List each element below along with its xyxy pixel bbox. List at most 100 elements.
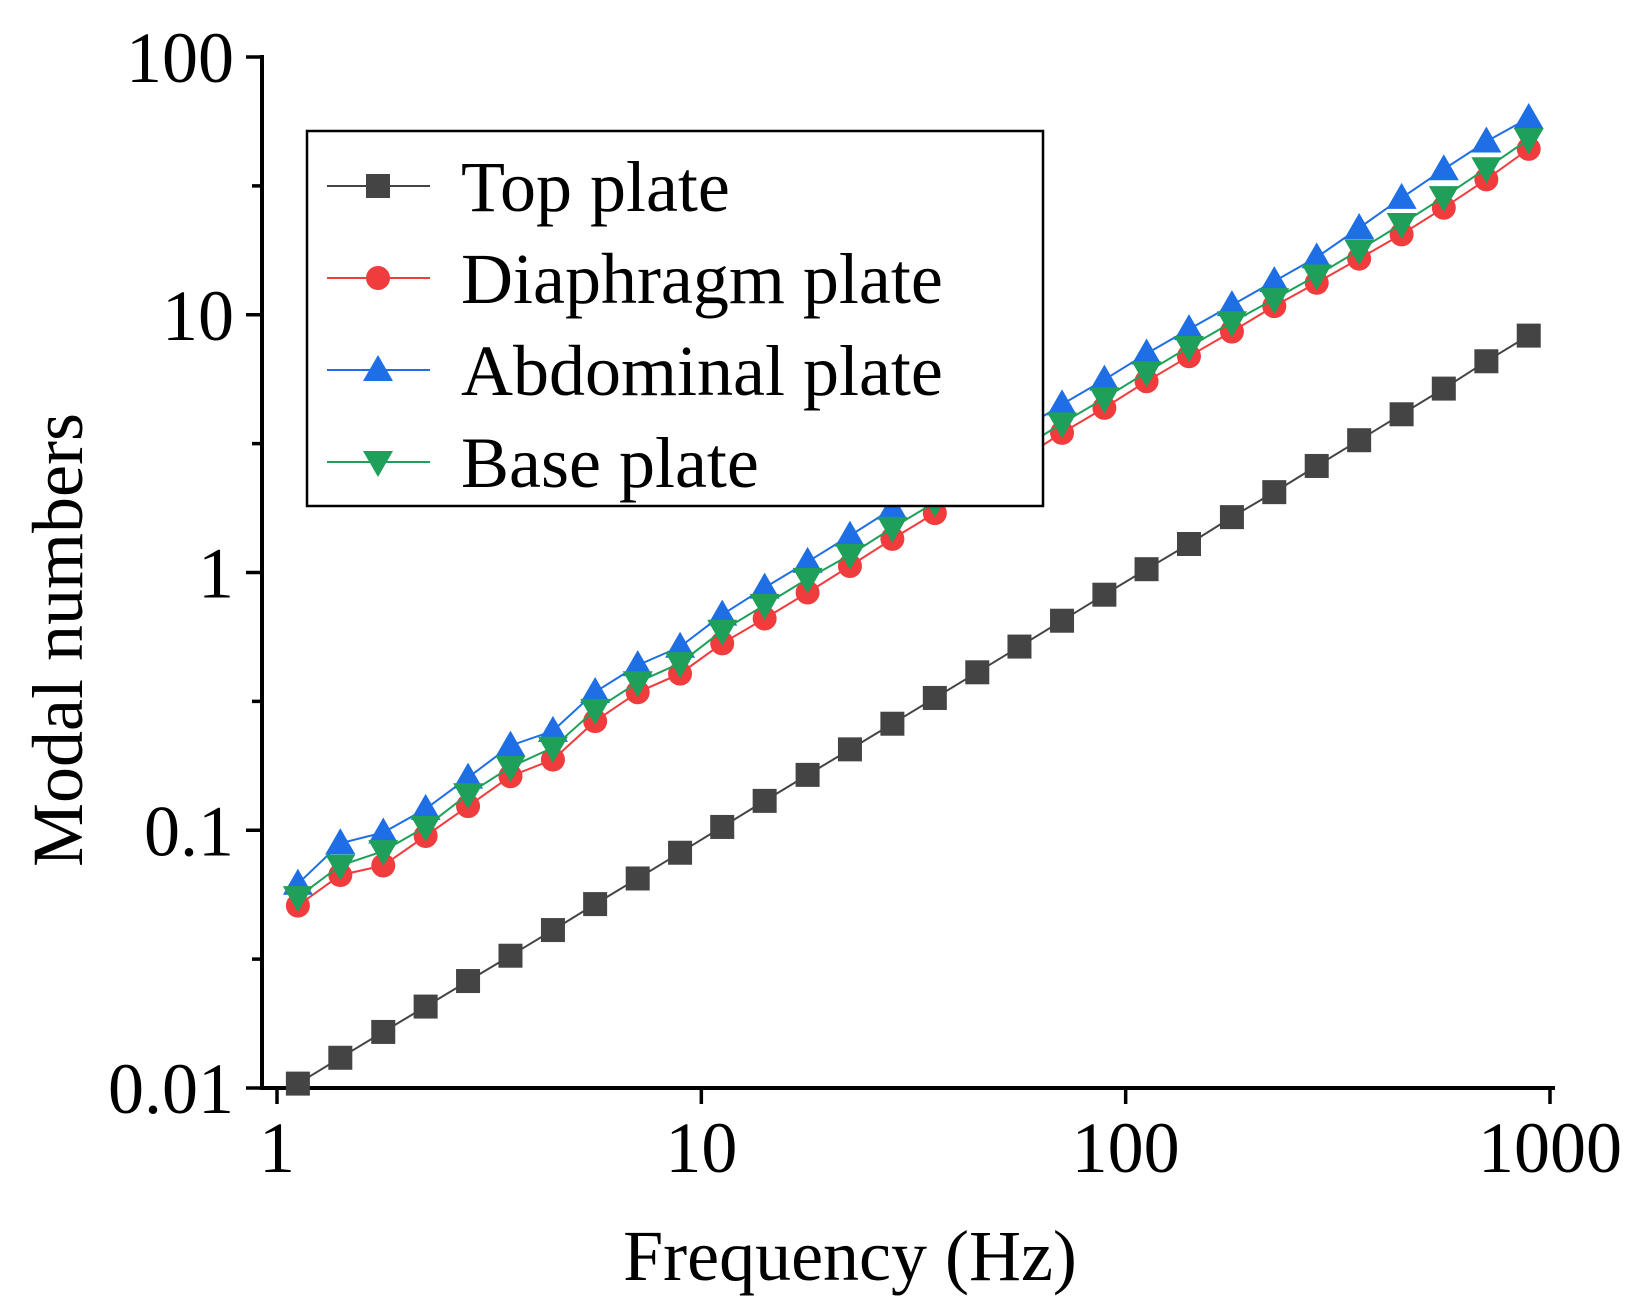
legend-item-base-plate: Base plate — [327, 423, 759, 503]
data-point-base-plate — [453, 783, 484, 810]
data-point-base-plate — [749, 594, 780, 621]
data-point-abdominal-plate — [1259, 266, 1290, 293]
y-tick-label: 100 — [126, 18, 234, 98]
x-tick-label: 100 — [1072, 1108, 1180, 1188]
data-point-base-plate — [495, 755, 526, 782]
data-point-base-plate — [1216, 311, 1247, 338]
data-point-abdominal-plate — [1301, 242, 1332, 269]
data-point-abdominal-plate — [622, 650, 653, 677]
data-point-abdominal-plate — [453, 762, 484, 789]
data-point-top-plate — [837, 737, 862, 762]
legend-label: Top plate — [461, 147, 730, 227]
data-point-abdominal-plate — [325, 828, 356, 855]
legend-item-top-plate: Top plate — [327, 147, 730, 227]
data-point-abdominal-plate — [368, 817, 399, 844]
data-point-base-plate — [410, 815, 441, 842]
data-point-base-plate — [1173, 335, 1204, 362]
ticks — [246, 55, 1552, 1104]
data-point-base-plate — [368, 840, 399, 867]
data-point-base-plate — [1047, 412, 1078, 439]
data-point-base-plate — [1301, 264, 1332, 291]
data-point-base-plate — [1344, 239, 1375, 266]
legend-label: Diaphragm plate — [461, 239, 943, 319]
data-point-abdominal-plate — [707, 599, 738, 626]
data-point-abdominal-plate — [1089, 364, 1120, 391]
data-point-top-plate — [1134, 557, 1159, 582]
data-point-top-plate — [285, 1071, 310, 1096]
data-point-base-plate — [1386, 212, 1417, 239]
data-point-top-plate — [1431, 376, 1456, 401]
data-point-base-plate — [325, 854, 356, 881]
data-point-base-plate — [834, 543, 865, 570]
data-point-abdominal-plate — [834, 520, 865, 547]
legend-marker — [363, 451, 393, 477]
data-point-top-plate — [752, 788, 777, 813]
data-point-top-plate — [1516, 323, 1541, 348]
data-point-abdominal-plate — [792, 546, 823, 573]
data-point-top-plate — [1092, 582, 1117, 607]
y-tick-label: 0.01 — [108, 1049, 234, 1129]
data-point-top-plate — [1262, 480, 1287, 505]
legend-item-diaphragm-plate: Diaphragm plate — [327, 239, 943, 319]
legend-box — [305, 129, 1045, 508]
data-point-abdominal-plate — [1471, 126, 1502, 153]
legend-label: Base plate — [461, 423, 759, 503]
data-point-top-plate — [710, 814, 735, 839]
legend: Top plate Diaphragm plate Abdominal plate B… — [305, 129, 1045, 508]
data-point-top-plate — [1050, 608, 1075, 633]
data-point-top-plate — [540, 918, 565, 943]
data-point-abdominal-plate — [410, 793, 441, 820]
data-point-abdominal-plate — [495, 730, 526, 757]
data-point-top-plate — [498, 943, 523, 968]
data-point-top-plate — [1474, 349, 1499, 374]
data-point-top-plate — [668, 840, 693, 865]
data-point-abdominal-plate — [1216, 290, 1247, 317]
data-point-top-plate — [795, 762, 820, 787]
y-tick-label: 0.1 — [144, 791, 234, 871]
data-point-abdominal-plate — [749, 572, 780, 599]
legend-item-abdominal-plate: Abdominal plate — [327, 331, 943, 411]
data-point-top-plate — [583, 892, 608, 917]
data-point-top-plate — [413, 994, 438, 1019]
data-point-base-plate — [1471, 157, 1502, 184]
data-point-abdominal-plate — [1428, 154, 1459, 181]
series-layer — [282, 102, 1544, 1096]
data-point-base-plate — [877, 516, 908, 543]
data-point-base-plate — [792, 567, 823, 594]
data-point-top-plate — [1007, 634, 1032, 659]
x-axis-title: Frequency (Hz) — [623, 1216, 1077, 1296]
data-point-top-plate — [1389, 402, 1414, 427]
data-point-top-plate — [965, 660, 990, 685]
data-point-top-plate — [1176, 531, 1201, 556]
data-point-abdominal-plate — [1173, 314, 1204, 341]
data-point-base-plate — [1131, 361, 1162, 388]
data-point-base-plate — [1089, 387, 1120, 414]
data-point-base-plate — [1428, 186, 1459, 213]
data-point-top-plate — [922, 685, 947, 710]
data-point-abdominal-plate — [1386, 182, 1417, 209]
tick-labels: 1 10 100 1000 0.01 0.1 1 10 100 — [108, 18, 1622, 1188]
data-point-base-plate — [1259, 288, 1290, 315]
data-point-top-plate — [625, 866, 650, 891]
data-point-abdominal-plate — [1344, 213, 1375, 240]
data-point-top-plate — [1304, 453, 1329, 478]
legend-marker — [363, 355, 393, 381]
data-point-abdominal-plate — [1047, 389, 1078, 416]
data-point-top-plate — [371, 1019, 396, 1044]
x-tick-label: 10 — [665, 1108, 737, 1188]
data-point-top-plate — [1347, 428, 1372, 453]
data-point-base-plate — [622, 671, 653, 698]
y-axis-title: Modal numbers — [18, 413, 98, 867]
series-base-plate — [282, 128, 1544, 913]
data-point-abdominal-plate — [1131, 338, 1162, 365]
data-point-top-plate — [880, 711, 905, 736]
data-point-base-plate — [537, 736, 568, 763]
data-point-top-plate — [328, 1045, 353, 1070]
data-point-top-plate — [456, 969, 481, 994]
data-point-abdominal-plate — [537, 715, 568, 742]
data-point-base-plate — [707, 619, 738, 646]
y-tick-label: 1 — [198, 534, 234, 614]
y-tick-label: 10 — [162, 276, 234, 356]
legend-marker — [366, 266, 390, 290]
